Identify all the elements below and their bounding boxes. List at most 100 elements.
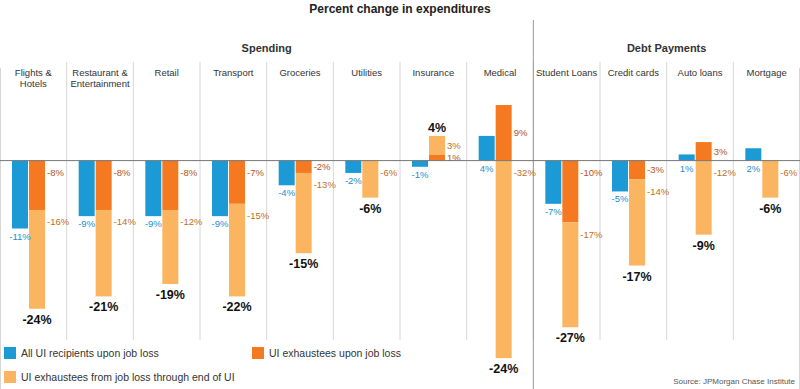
bar (562, 161, 578, 223)
category-label-line: Transport (213, 67, 254, 78)
category-label-line: Utilities (351, 67, 382, 78)
category-separator (133, 62, 134, 340)
bar (429, 154, 445, 160)
bar (696, 161, 712, 235)
bar (496, 161, 512, 359)
data-label: -14% (647, 186, 670, 197)
bar (696, 142, 712, 161)
plot-frame (799, 68, 800, 389)
bar (629, 161, 645, 180)
category-label-line: Restaurant & (72, 67, 128, 78)
category-label-line: Groceries (279, 67, 320, 78)
data-label: 3% (714, 146, 728, 157)
category-label-line: Retail (155, 67, 179, 78)
category-label: Flights &Hotels (15, 67, 53, 89)
category-label-line: Entertainment (70, 78, 130, 89)
chart: Percent change in expenditures Spending De… (0, 0, 800, 389)
data-label: -8% (114, 167, 131, 178)
total-label: -6% (359, 202, 381, 216)
category-label-line: Medical (484, 67, 517, 78)
bar (479, 136, 495, 161)
total-label: -6% (759, 202, 781, 216)
bar (29, 161, 45, 210)
title: Percent change in expenditures (309, 2, 491, 16)
bar (345, 161, 361, 173)
data-label: -9% (78, 218, 95, 229)
data-label: -7% (545, 206, 562, 217)
category-separator (733, 62, 734, 340)
bar (79, 161, 95, 217)
data-label: 3% (447, 140, 461, 151)
data-label: 1% (447, 152, 461, 163)
bar (296, 161, 312, 173)
category-label-line: Mortgage (747, 67, 787, 78)
data-label: -6% (380, 167, 397, 178)
category-separator (600, 62, 601, 340)
legend: All UI recipients upon job lossUI exhaus… (4, 347, 401, 383)
legend-swatch (252, 347, 264, 359)
bar (96, 210, 112, 296)
bar (279, 161, 295, 186)
category-separator (66, 62, 67, 340)
bar (629, 179, 645, 265)
bar (362, 161, 378, 198)
data-label: -15% (247, 210, 270, 221)
total-label: -9% (693, 239, 715, 253)
group-label: Debt Payments (627, 42, 706, 54)
data-label: -6% (780, 167, 797, 178)
data-label: -8% (47, 167, 64, 178)
category-label: Credit cards (608, 67, 659, 78)
group-separator (533, 20, 534, 389)
bar (496, 105, 512, 161)
data-label: -3% (647, 164, 664, 175)
total-label: -21% (89, 300, 118, 314)
bar (162, 161, 178, 210)
bar (96, 161, 112, 210)
bar (429, 136, 445, 155)
bar (762, 161, 778, 198)
category-label: Medical (484, 67, 517, 78)
category-label: Transport (213, 67, 254, 78)
bar (545, 161, 561, 204)
category-label: Mortgage (747, 67, 787, 78)
group-label: Spending (242, 42, 292, 54)
total-label: -17% (622, 270, 651, 284)
data-label: 9% (514, 127, 528, 138)
source: Source: JPMorgan Chase Institute (673, 377, 795, 386)
category-label: Restaurant &Entertainment (70, 67, 130, 89)
total-label: 4% (428, 121, 446, 135)
category-separator (666, 62, 667, 340)
bar (145, 161, 161, 217)
legend-swatch (4, 347, 16, 359)
data-label: -8% (180, 167, 197, 178)
legend-swatch (4, 371, 16, 383)
category-label-line: Student Loans (536, 67, 598, 78)
category-label-line: Auto loans (678, 67, 723, 78)
category-separator (266, 62, 267, 340)
category-label: Groceries (279, 67, 320, 78)
category-label: Auto loans (678, 67, 723, 78)
bar (612, 161, 628, 192)
category-label-line: Hotels (20, 78, 47, 89)
category-label: Utilities (351, 67, 382, 78)
bar (212, 161, 228, 217)
bar (679, 154, 695, 160)
data-label: -5% (612, 193, 629, 204)
total-label: -27% (556, 331, 585, 345)
data-label: -4% (278, 187, 295, 198)
category-separator (333, 62, 334, 340)
data-label: -9% (212, 218, 229, 229)
data-label: -7% (247, 167, 264, 178)
data-label: -13% (314, 179, 337, 190)
category-label: Insurance (412, 67, 454, 78)
data-label: -32% (514, 167, 537, 178)
category-separator (400, 62, 401, 340)
category-label-line: Credit cards (608, 67, 659, 78)
data-label: -16% (47, 216, 70, 227)
category-separator (200, 62, 201, 340)
data-label: -2% (314, 161, 331, 172)
bar (12, 161, 28, 229)
zero-line (0, 160, 800, 161)
data-label: -12% (714, 167, 737, 178)
total-label: -22% (222, 300, 251, 314)
